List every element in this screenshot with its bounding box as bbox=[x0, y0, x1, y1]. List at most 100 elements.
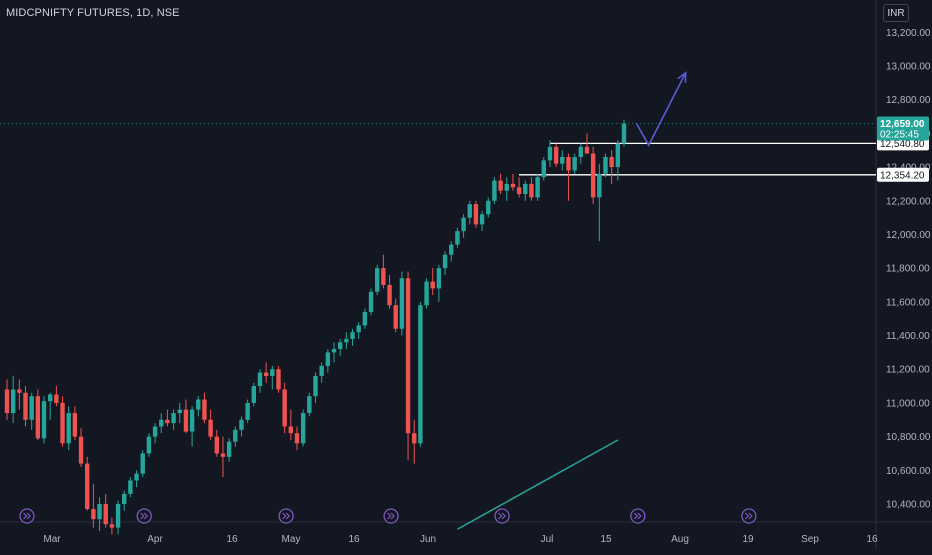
candle-body bbox=[220, 453, 226, 457]
x-tick-label: Apr bbox=[147, 534, 163, 545]
candle-body bbox=[344, 338, 349, 343]
candle-body bbox=[436, 268, 442, 289]
trend-line[interactable] bbox=[457, 439, 619, 530]
candle-body bbox=[171, 413, 176, 424]
y-tick-label: 12,800.00 bbox=[886, 95, 931, 106]
candle-body bbox=[479, 214, 485, 225]
candle-body bbox=[350, 332, 355, 339]
candle-body bbox=[115, 504, 121, 528]
candle-body bbox=[282, 389, 287, 427]
candle-body bbox=[418, 305, 423, 444]
x-tick-label: 16 bbox=[348, 534, 360, 545]
candle-body bbox=[17, 389, 22, 393]
x-tick-label: 19 bbox=[742, 534, 754, 545]
projection-arrow[interactable] bbox=[635, 72, 687, 147]
candle-body bbox=[159, 419, 164, 427]
candle-body bbox=[541, 160, 546, 178]
forward-chevron-icon bbox=[282, 512, 290, 520]
candle-body bbox=[307, 396, 312, 414]
y-tick-label: 11,800.00 bbox=[886, 264, 930, 275]
x-tick-label: Mar bbox=[43, 534, 61, 545]
candle-body bbox=[578, 146, 584, 157]
candle-body bbox=[134, 473, 139, 481]
symbol-title: MIDCPNIFTY FUTURES, 1D, NSE bbox=[6, 7, 180, 19]
candle-body bbox=[393, 305, 398, 329]
candle-body bbox=[473, 204, 479, 225]
forward-chevron-icon bbox=[633, 512, 642, 520]
candle-body bbox=[10, 389, 16, 414]
candle-body bbox=[547, 146, 553, 161]
candle-body bbox=[572, 156, 577, 171]
candle-body bbox=[368, 291, 374, 312]
y-tick-label: 10,400.00 bbox=[886, 500, 931, 511]
candle-body bbox=[523, 183, 528, 195]
forward-chevron-icon bbox=[387, 512, 395, 520]
candle-body bbox=[128, 480, 133, 494]
x-tick-label: May bbox=[282, 534, 301, 545]
x-tick-label: Aug bbox=[671, 534, 689, 545]
currency-button[interactable]: INR bbox=[883, 4, 909, 22]
y-tick-label: 11,000.00 bbox=[886, 398, 930, 409]
y-tick-label: 10,600.00 bbox=[886, 466, 931, 477]
candle-body bbox=[553, 146, 559, 164]
y-tick-label: 10,800.00 bbox=[886, 432, 931, 443]
candle-body bbox=[535, 177, 540, 198]
candle-body bbox=[23, 392, 28, 420]
candle-body bbox=[331, 349, 337, 353]
candle-body bbox=[412, 433, 417, 444]
candle-body bbox=[177, 409, 182, 414]
candle-body bbox=[356, 325, 361, 333]
candle-body bbox=[430, 281, 435, 289]
candle-body bbox=[152, 426, 158, 437]
y-tick-label: 13,200.00 bbox=[886, 28, 931, 39]
y-tick-label: 12,200.00 bbox=[886, 196, 931, 207]
candle-body bbox=[276, 369, 281, 390]
forward-chevron-icon bbox=[140, 512, 149, 520]
forward-chevron-icon bbox=[498, 512, 506, 520]
candle-body bbox=[597, 173, 602, 198]
candle-body bbox=[85, 463, 90, 510]
candle-body bbox=[233, 429, 238, 442]
candle-body bbox=[313, 375, 318, 397]
candle-body bbox=[375, 268, 380, 292]
candle-body bbox=[103, 504, 108, 525]
x-tick-label: 16 bbox=[866, 534, 878, 545]
candle-body bbox=[66, 413, 71, 444]
candle-body bbox=[140, 453, 145, 474]
candle-body bbox=[189, 409, 195, 432]
last-price-tag-text: 12,659.00 bbox=[880, 119, 925, 130]
candle-body bbox=[208, 419, 213, 437]
candle-body bbox=[35, 396, 41, 439]
candle-body bbox=[122, 493, 127, 504]
candle-body bbox=[584, 146, 590, 154]
candle-body bbox=[72, 413, 78, 437]
candle-body bbox=[202, 399, 207, 420]
candle-body bbox=[60, 402, 65, 444]
candle-body bbox=[455, 231, 460, 245]
support-price-tag-text: 12,354.20 bbox=[880, 170, 925, 181]
resistance-price-tag-text: 12,540.80 bbox=[880, 139, 925, 150]
candle-body bbox=[54, 394, 59, 403]
candle-body bbox=[239, 419, 244, 430]
candle-body bbox=[4, 389, 10, 414]
y-tick-label: 11,400.00 bbox=[886, 331, 930, 342]
last-price-tag bbox=[877, 116, 929, 141]
x-tick-label: 15 bbox=[600, 534, 612, 545]
y-tick-label: 12,000.00 bbox=[886, 230, 931, 241]
x-tick-label: 16 bbox=[226, 534, 238, 545]
candle-body bbox=[109, 524, 115, 528]
candle-body bbox=[319, 365, 324, 376]
candle-body bbox=[245, 402, 250, 420]
candle-body bbox=[196, 399, 201, 410]
y-tick-label: 11,600.00 bbox=[886, 297, 930, 308]
forward-chevron-icon bbox=[23, 512, 31, 520]
candle-body bbox=[263, 372, 269, 376]
candle-body bbox=[362, 311, 368, 326]
candle-body bbox=[486, 200, 491, 215]
candle-body bbox=[621, 123, 627, 144]
candle-body bbox=[615, 143, 621, 168]
candle-body bbox=[300, 413, 306, 444]
x-tick-label: Jul bbox=[541, 534, 554, 545]
